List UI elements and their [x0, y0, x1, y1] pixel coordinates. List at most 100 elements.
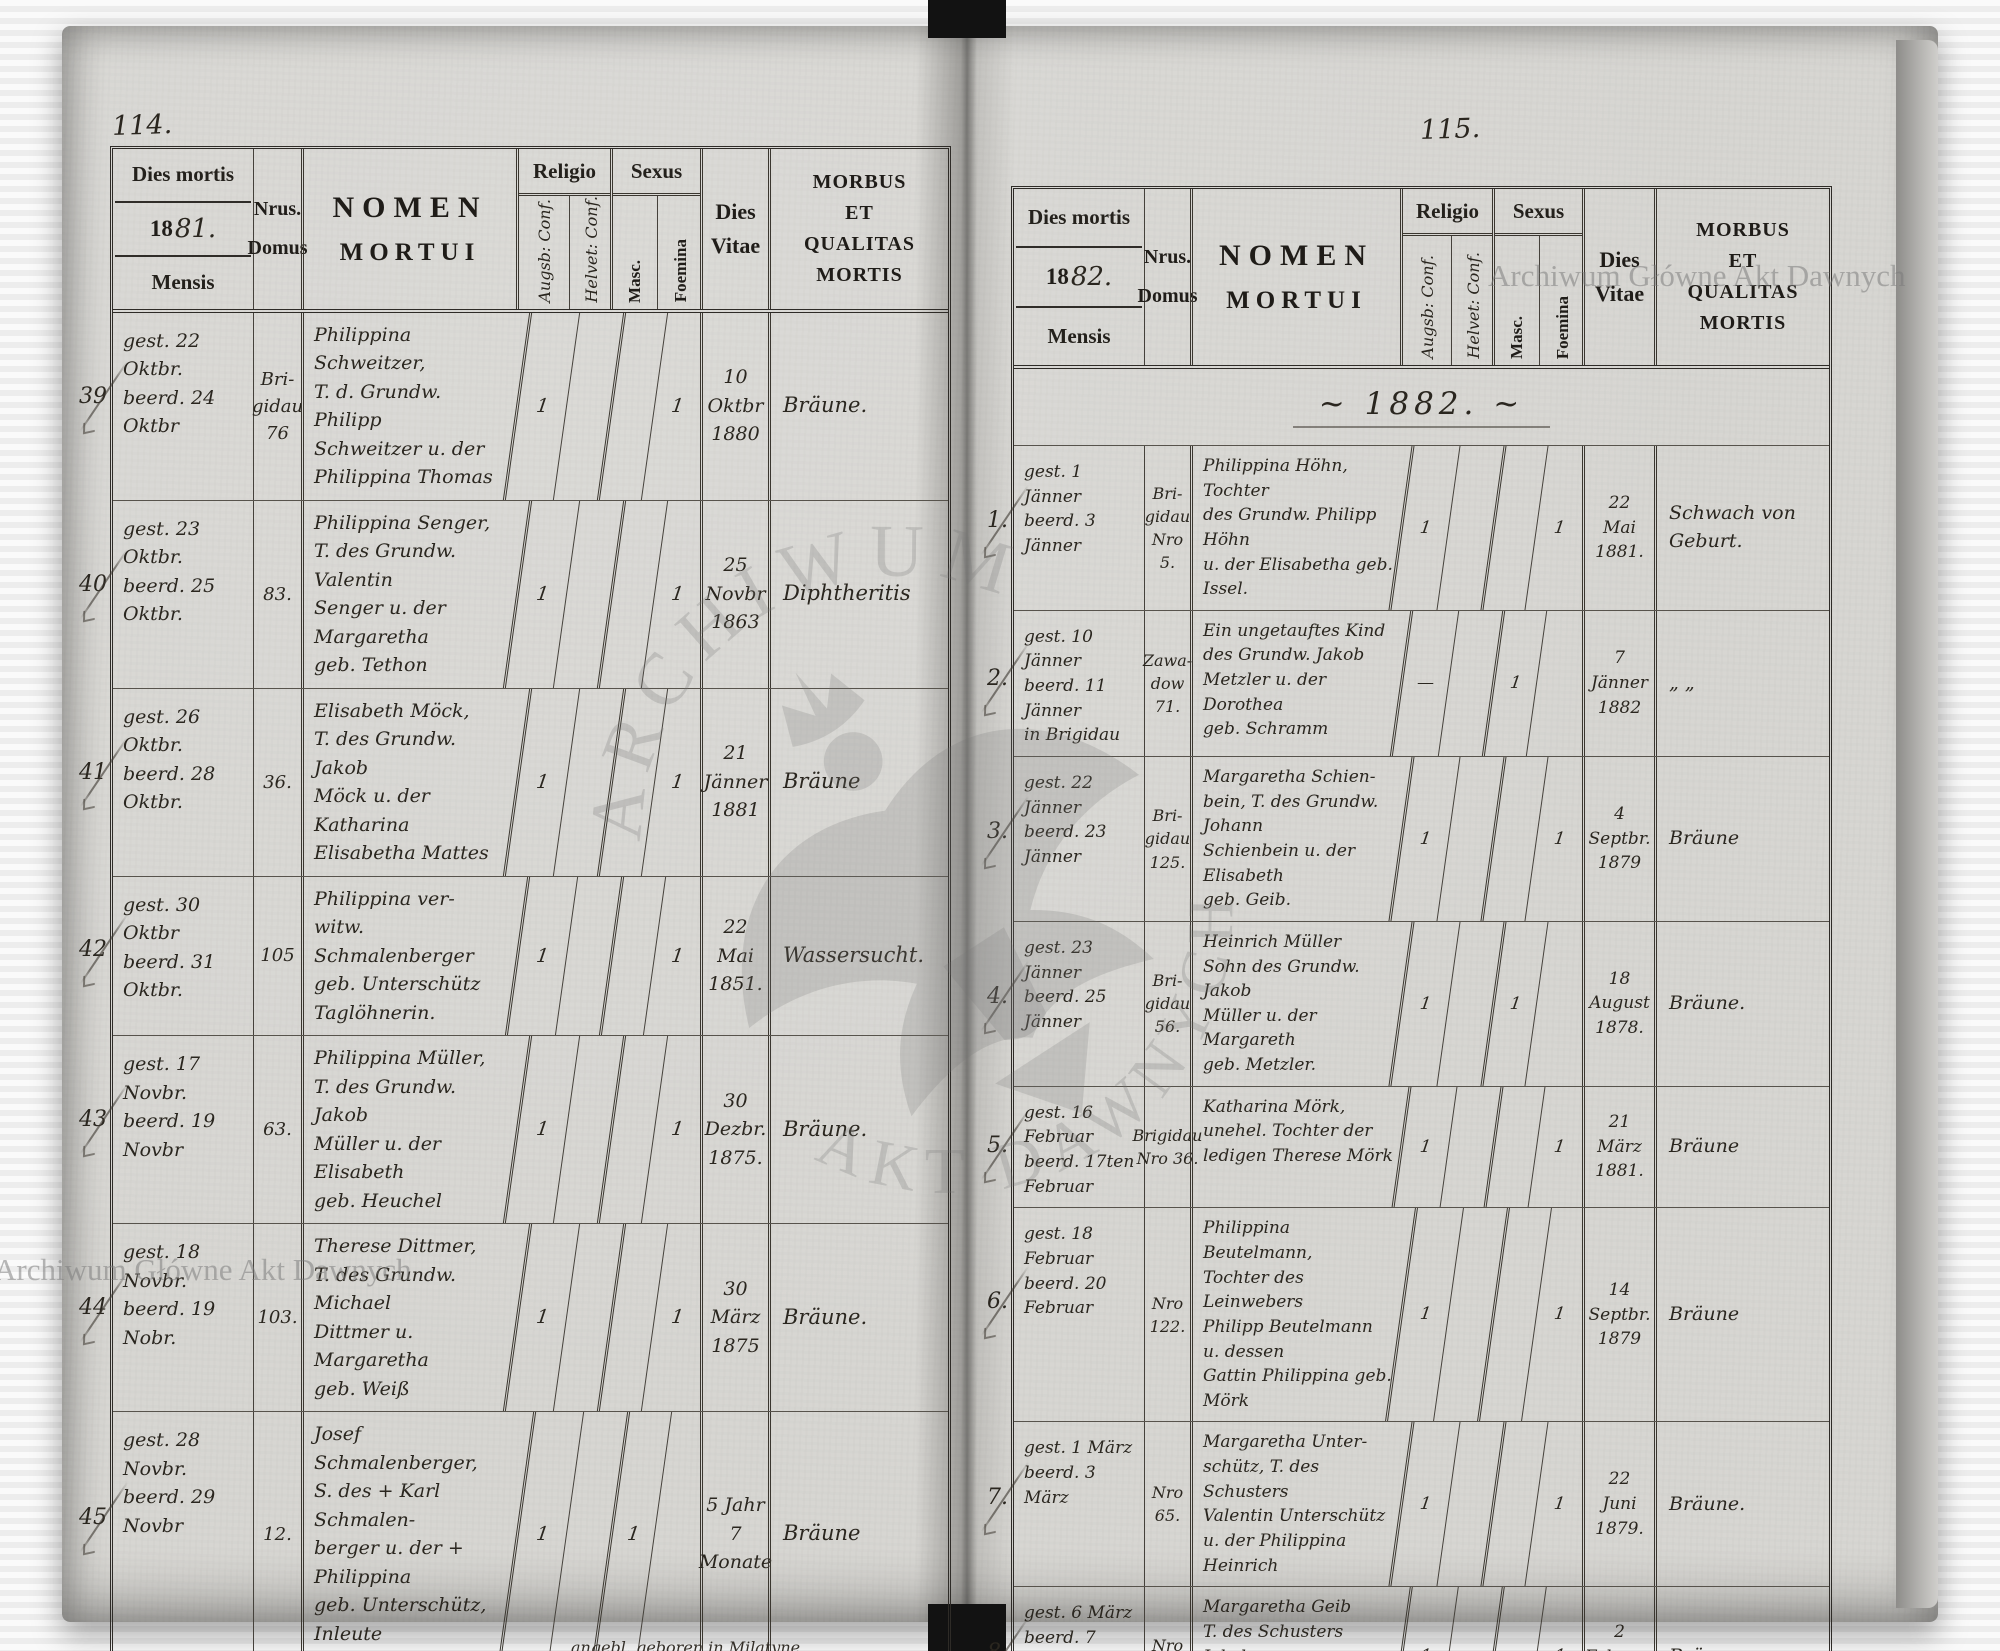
cell-vitae: 22 Mai 1881. — [1582, 446, 1654, 610]
nomen-label: NOMEN — [332, 190, 488, 224]
cell-domus: Brigidau Nro 36. — [1133, 1086, 1202, 1208]
cell-nomen: Ein ungetauftes Kind des Grundw. Jakob M… — [1190, 610, 1400, 757]
cell-mensis: gest. 26 Oktbr. beerd. 28 Oktbr. — [123, 705, 216, 814]
cell-nomen: Margaretha Schien- bein, T. des Grundw. … — [1190, 757, 1400, 921]
cell-mensis: gest. 6 März beerd. 7 März — [1024, 1603, 1133, 1648]
cell-vitae: 21 März 1881. — [1582, 1086, 1654, 1208]
cell-domus: 12. — [253, 1412, 301, 1651]
year-printed: 18 — [149, 215, 173, 241]
col-header-morbus: MORBUS ET QUALITAS MORTIS — [1654, 189, 1829, 365]
col-header-nrus-domus: Nrus. Domus — [248, 149, 308, 309]
cell-nomen: Philippina ver- witw. Schmalenberger geb… — [301, 876, 516, 1036]
cell-nomen: Philippina Senger, T. des Grundw. Valent… — [301, 500, 516, 688]
cell-domus: 105 — [253, 876, 301, 1036]
cell-domus: Bri- gidau Nro 5. — [1144, 446, 1190, 610]
cell-vitae: 22 Mai 1851. — [700, 876, 768, 1036]
cell-vitae: 25 Novbr 1863 — [700, 500, 768, 688]
table-row: 42 gest. 30 Oktbr beerd. 31 Oktbr. 105 Phil… — [79, 875, 948, 1036]
foemina-subcolumn: Foemina — [657, 196, 703, 309]
dies-label: Dies — [715, 198, 756, 224]
cell-nomen: Elisabeth Möck, T. des Grundw. Jakob Möc… — [301, 688, 516, 876]
cell-morbus: Bräune — [1654, 1587, 1829, 1651]
augsb-conf-subcolumn: Augsb: Conf. — [1403, 236, 1451, 365]
header-divider — [115, 200, 251, 203]
table-row: 3. gest. 22 Jänner beerd. 23 Jänner Bri- g… — [987, 756, 1829, 921]
cell-nomen: Margaretha Geib T. des Schusters Jakob G… — [1190, 1587, 1400, 1651]
helvet-conf-subcolumn: Helvet: Conf. — [1451, 236, 1495, 365]
dies-mortis-label: Dies mortis — [131, 162, 235, 187]
col-header-sexus: Sexus Masc. Foemina — [610, 149, 700, 309]
cell-vitae: 30 Dezbr. 1875. — [700, 1036, 768, 1224]
cell-domus: Bri- gidau 56. — [1144, 921, 1190, 1086]
table-row: 2. gest. 10 Jänner beerd. 11 Jänner in Br… — [987, 609, 1829, 757]
row-number: 43 — [73, 1107, 107, 1132]
table-row: 41 gest. 26 Oktbr. beerd. 28 Oktbr. 36. Eli… — [79, 687, 948, 876]
year-heading-band: ~ 1882. ~ — [1014, 369, 1829, 446]
col-header-sexus: Sexus Masc. Foemina — [1492, 189, 1582, 365]
table-row: 4. gest. 23 Jänner beerd. 25 Jänner Bri- g… — [987, 920, 1829, 1086]
cell-vitae: 5 Jahr 7 Monate — [699, 1412, 772, 1651]
dies-label: Dies — [1599, 247, 1640, 272]
col-header-religio: Religio Augsb: Conf. Helvet: Conf. — [1400, 189, 1492, 365]
cell-domus: Nro 71. — [1144, 1587, 1190, 1651]
cell-vitae: 18 August 1878. — [1582, 921, 1654, 1086]
row-number: 6. — [974, 1289, 1008, 1314]
cell-mensis: gest. 22 Oktbr. beerd. 24 Oktbr — [123, 329, 216, 438]
masc-subcolumn: Masc. — [1495, 236, 1539, 365]
cell-mensis: gest. 1 Jänner beerd. 3 Jänner — [1024, 462, 1096, 556]
cell-morbus: Bräune — [1654, 1208, 1829, 1422]
mensis-label: Mensis — [1047, 323, 1111, 348]
nrus-label: Nrus. — [1143, 246, 1192, 268]
col-header-nomen-mortui: NOMEN MORTUI — [301, 149, 516, 309]
cell-morbus: Bräune — [768, 688, 948, 876]
augsb-conf-subcolumn: Augsb: Conf. — [519, 196, 569, 309]
header-divider — [115, 254, 251, 257]
cell-morbus: Bräune. — [1654, 921, 1829, 1086]
cell-morbus: Bräune. — [768, 1036, 948, 1224]
table-row: 39 gest. 22 Oktbr. beerd. 24 Oktbr Bri- gi… — [79, 312, 948, 500]
row-number: 39 — [73, 384, 107, 409]
row-number: 44 — [73, 1295, 107, 1320]
cell-vitae: 30 März 1875 — [700, 1224, 768, 1412]
foemina-label: Foemina — [670, 239, 690, 303]
row-number: 5. — [974, 1133, 1008, 1158]
cell-nomen: Philippina Schweitzer, T. d. Grundw. Phi… — [301, 312, 516, 500]
nomen-label: NOMEN — [1219, 239, 1374, 272]
row-number: 41 — [73, 760, 107, 785]
vitae-label: Vitae — [1594, 281, 1645, 306]
cell-mensis: gest. 10 Jänner beerd. 11 Jänner in Brig… — [1024, 626, 1121, 746]
death-register-table-1882: Dies mortis 18 82. Mensis Nrus. Domus NOM… — [987, 186, 1832, 1651]
row-note: angebl. geboren in Milatyne — [571, 1638, 801, 1651]
cell-domus: 103. — [253, 1224, 301, 1412]
year-ink: 82. — [1070, 261, 1113, 292]
masc-label: Masc. — [625, 259, 644, 303]
table-row: 1. gest. 1 Jänner beerd. 3 Jänner Bri- gid… — [987, 446, 1829, 610]
cell-domus: 63. — [253, 1036, 301, 1224]
cell-domus: Zawa- dow 71. — [1143, 610, 1192, 757]
header-divider — [1016, 305, 1142, 308]
cell-domus: Nro 65. — [1144, 1422, 1190, 1587]
cell-mensis: gest. 30 Oktbr beerd. 31 Oktbr. — [123, 893, 216, 1002]
cell-mensis: gest. 22 Jänner beerd. 23 Jänner — [1024, 773, 1107, 867]
cell-morbus: Bräune — [1654, 757, 1829, 921]
cell-morbus: Bräune. — [768, 1224, 948, 1412]
augsb-conf-label: Augsb: Conf. — [534, 198, 554, 303]
cell-vitae: 21 Jänner 1881 — [700, 688, 768, 876]
religio-subcolumns: Augsb: Conf. Helvet: Conf. — [519, 196, 610, 309]
col-header-dies-mortis: Dies mortis 18 82. Mensis — [1014, 189, 1144, 365]
cell-mensis: gest. 18 Februar beerd. 20 Februar — [1024, 1224, 1107, 1319]
page-number-left: 114. — [111, 108, 173, 143]
augsb-conf-label: Augsb: Conf. — [1417, 255, 1437, 359]
foemina-label: Foemina — [1552, 295, 1572, 359]
row-number: 7. — [974, 1485, 1008, 1510]
row-number: 1. — [974, 508, 1008, 533]
row-number: 2. — [974, 666, 1008, 691]
mensis-label: Mensis — [151, 270, 215, 295]
masc-subcolumn: Masc. — [613, 196, 657, 309]
book-page-edge — [1896, 40, 1938, 1608]
helvet-conf-label: Helvet: Conf. — [582, 196, 601, 303]
row-number: 42 — [73, 937, 107, 962]
table-row: 44 gest. 18 Novbr. beerd. 19 Nobr. 103. The… — [79, 1223, 948, 1412]
cell-nomen: Heinrich Müller Sohn des Grundw. Jakob M… — [1190, 921, 1400, 1086]
